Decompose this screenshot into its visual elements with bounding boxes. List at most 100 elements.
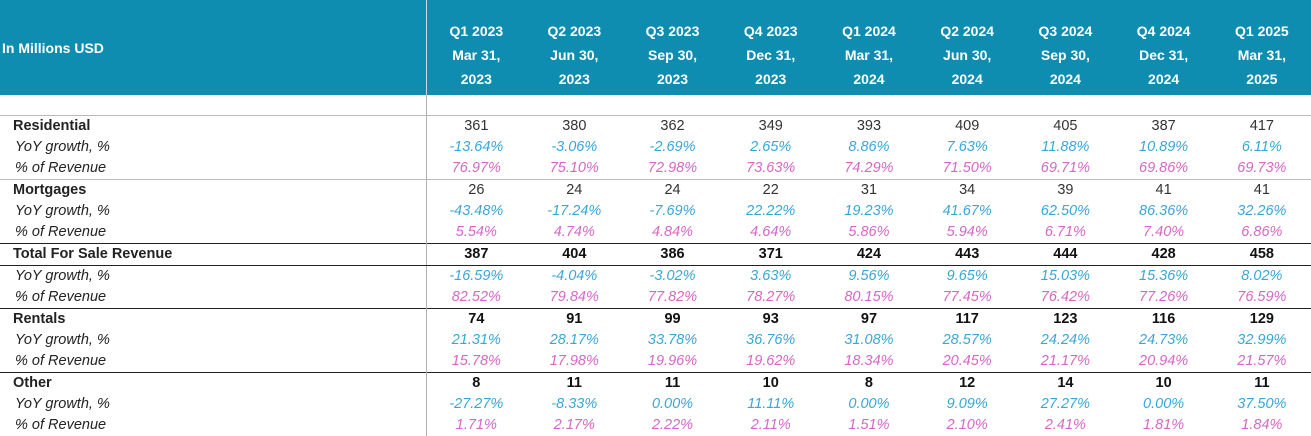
value-cell: 6.71%	[1044, 224, 1086, 240]
value-cell: 31.08%	[844, 332, 894, 348]
value-cell: 417	[1212, 115, 1311, 137]
value-cell: 409	[918, 115, 1017, 137]
value-cell: -3.02%	[649, 268, 696, 284]
value-cell: 71.50%	[942, 160, 992, 176]
value-cell: 72.98%	[647, 160, 698, 176]
value-cell: 349	[721, 115, 820, 137]
value-cell: 77.82%	[647, 289, 698, 305]
value-cell: -27.27%	[449, 396, 504, 412]
row-label: Other	[0, 372, 428, 394]
quarter-header: Q2 2023 Jun 30, 2023	[525, 0, 624, 95]
value-cell: 82.52%	[451, 289, 501, 305]
value-cell: 11.88%	[1041, 139, 1090, 155]
value-cell: 14	[1016, 372, 1115, 394]
table-row: Rentals 74 91 99 93 97 117 123 116 129	[0, 308, 1311, 330]
spacer-cell	[0, 95, 428, 116]
value-cell: 0.00%	[1143, 396, 1185, 412]
value-cell: 74.29%	[844, 160, 894, 176]
value-cell: 24	[525, 179, 624, 201]
value-cell: 11	[525, 372, 624, 394]
row-label: % of Revenue	[0, 158, 428, 180]
value-cell: 428	[1114, 243, 1213, 266]
row-label: Residential	[0, 115, 428, 137]
value-cell: 76.59%	[1237, 289, 1287, 305]
value-cell: 371	[721, 243, 820, 266]
value-cell: 69.71%	[1040, 160, 1090, 176]
value-cell: -2.69%	[649, 139, 696, 155]
value-cell: 11	[1212, 372, 1311, 394]
value-cell: 79.84%	[549, 289, 599, 305]
quarter-header: Q4 2024 Dec 31, 2024	[1114, 0, 1213, 95]
value-cell: 41	[1212, 179, 1311, 201]
value-cell: 76.97%	[451, 160, 501, 176]
value-cell: 2.65%	[750, 139, 792, 155]
pct-row: % of Revenue 5.54% 4.74% 4.84% 4.64% 5.86% 5.9…	[0, 222, 1311, 244]
value-cell: 444	[1016, 243, 1115, 266]
row-label: YoY growth, %	[0, 394, 428, 415]
value-cell: 69.73%	[1237, 160, 1287, 176]
value-cell: -16.59%	[449, 268, 504, 284]
value-cell: 73.63%	[746, 160, 796, 176]
row-label: % of Revenue	[0, 351, 428, 373]
value-cell: 7.40%	[1143, 224, 1185, 240]
table-row: Total For Sale Revenue 387 404 386 371 424 443…	[0, 243, 1311, 266]
row-label: YoY growth, %	[0, 265, 428, 287]
value-cell: 18.34%	[844, 353, 894, 369]
value-cell: 41.67%	[942, 203, 992, 219]
value-cell: 78.27%	[746, 289, 796, 305]
value-cell: 19.96%	[647, 353, 698, 369]
row-label: YoY growth, %	[0, 201, 428, 222]
value-cell: 7.63%	[946, 139, 988, 155]
value-cell: 21.57%	[1237, 353, 1287, 369]
value-cell: 15.03%	[1040, 268, 1090, 284]
row-label: YoY growth, %	[0, 330, 428, 351]
value-cell: 1.81%	[1143, 417, 1185, 433]
quarter-header: Q3 2024 Sep 30, 2024	[1016, 0, 1115, 95]
value-cell: 1.84%	[1241, 417, 1283, 433]
value-cell: 4.64%	[750, 224, 792, 240]
value-cell: -3.06%	[551, 139, 598, 155]
value-cell: 9.65%	[946, 268, 988, 284]
spacer-cell	[427, 95, 1311, 116]
value-cell: 69.86%	[1139, 160, 1189, 176]
pct-row: % of Revenue 15.78% 17.98% 19.96% 19.62% 18.3…	[0, 351, 1311, 373]
value-cell: 424	[819, 243, 919, 266]
value-cell: 362	[623, 115, 722, 137]
value-cell: -13.64%	[449, 139, 504, 155]
yoy-row: YoY growth, % -13.64% -3.06% -2.69% 2.65% 8.8…	[0, 137, 1311, 158]
value-cell: 129	[1212, 308, 1311, 330]
value-cell: 2.11%	[750, 417, 791, 433]
value-cell: 1.71%	[455, 417, 497, 433]
value-cell: 0.00%	[848, 396, 890, 412]
value-cell: 28.57%	[942, 332, 992, 348]
value-cell: 28.17%	[549, 332, 599, 348]
value-cell: 393	[819, 115, 919, 137]
pct-row: % of Revenue 1.71% 2.17% 2.22% 2.11% 1.51% 2.1…	[0, 415, 1311, 436]
value-cell: 99	[623, 308, 722, 330]
value-cell: 9.56%	[848, 268, 890, 284]
value-cell: 3.63%	[750, 268, 792, 284]
yoy-row: YoY growth, % 21.31% 28.17% 33.78% 36.76% 31.…	[0, 330, 1311, 351]
value-cell: -4.04%	[551, 268, 598, 284]
value-cell: 5.86%	[848, 224, 890, 240]
value-cell: 1.51%	[848, 417, 890, 433]
table-row: Residential 361 380 362 349 393 409 405 387 417	[0, 115, 1311, 137]
value-cell: 8	[426, 372, 526, 394]
value-cell: 93	[721, 308, 820, 330]
units-label: In Millions USD	[0, 0, 428, 95]
value-cell: 6.86%	[1241, 224, 1283, 240]
value-cell: 8.86%	[848, 139, 890, 155]
value-cell: 37.50%	[1237, 396, 1287, 412]
value-cell: 15.36%	[1139, 268, 1189, 284]
value-cell: 39	[1016, 179, 1115, 201]
value-cell: 36.76%	[746, 332, 796, 348]
value-cell: 24.73%	[1139, 332, 1189, 348]
value-cell: 4.84%	[651, 224, 694, 240]
value-cell: 77.45%	[942, 289, 992, 305]
value-cell: 77.26%	[1139, 289, 1189, 305]
table-body: Residential 361 380 362 349 393 409 405 387 417 Yo…	[0, 95, 1311, 436]
row-label: % of Revenue	[0, 287, 428, 309]
pct-row: % of Revenue 82.52% 79.84% 77.82% 78.27% 80.1…	[0, 287, 1311, 309]
value-cell: 32.99%	[1237, 332, 1287, 348]
yoy-row: YoY growth, % -43.48% -17.24% -7.69% 22.22% 1…	[0, 201, 1311, 222]
